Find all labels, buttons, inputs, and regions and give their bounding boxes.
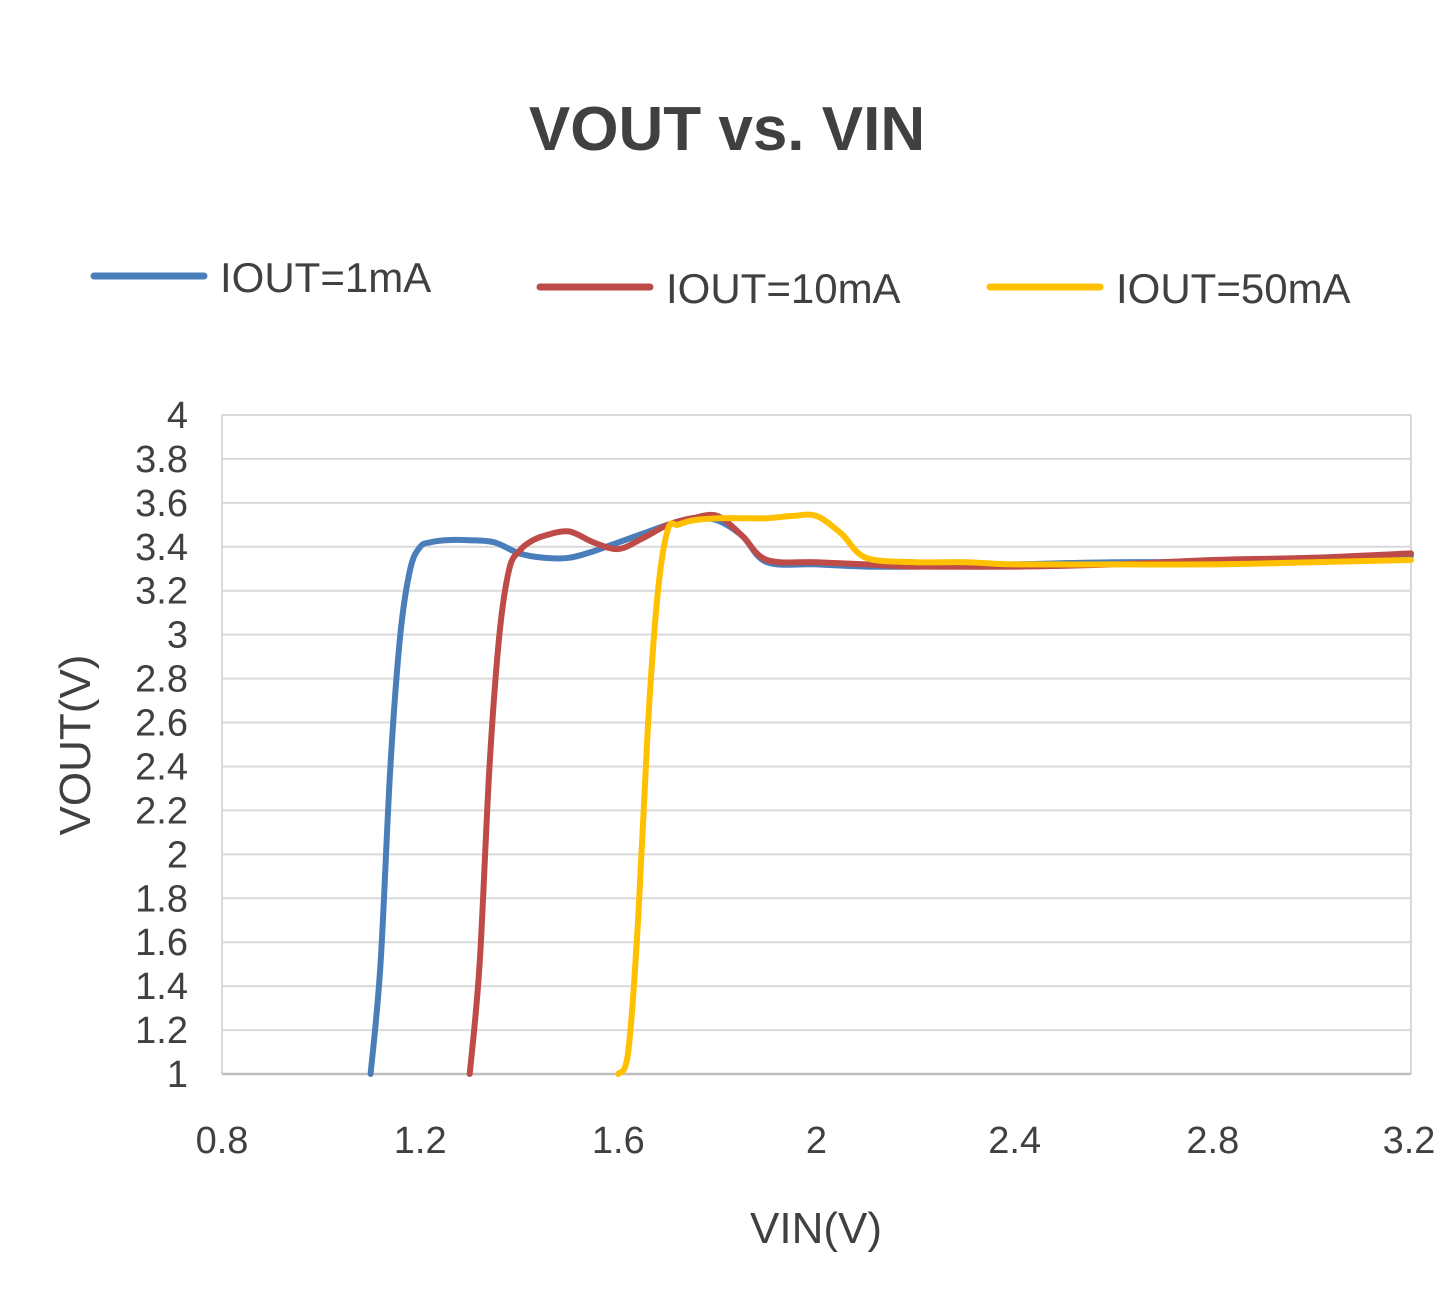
x-tick-label: 0.8 (196, 1120, 249, 1162)
y-tick-label: 2.4 (135, 746, 188, 788)
y-tick-label: 3 (167, 615, 188, 657)
y-tick-label: 1 (167, 1054, 188, 1096)
legend: IOUT=1mA IOUT=10mA IOUT=50mA (90, 254, 1351, 312)
legend-label-3: IOUT=50mA (1116, 265, 1351, 312)
gridlines (221, 414, 1412, 1076)
y-tick-label: 3.2 (135, 571, 188, 613)
x-tick-label: 2 (806, 1120, 827, 1162)
y-tick-label: 1.6 (135, 922, 188, 964)
series-line-3 (615, 511, 1414, 1077)
y-tick-label: 1.4 (135, 966, 188, 1008)
y-tick-label: 3.8 (135, 439, 188, 481)
legend-label-2: IOUT=10mA (666, 265, 901, 312)
y-axis-label: VOUT(V) (51, 655, 100, 836)
legend-label-1: IOUT=1mA (220, 254, 431, 301)
y-tick-label: 1.2 (135, 1010, 188, 1052)
y-axis-ticks: 11.21.41.61.822.22.42.62.833.23.43.63.84 (135, 395, 188, 1096)
x-tick-label: 2.4 (988, 1120, 1041, 1162)
y-tick-label: 4 (167, 395, 188, 437)
chart-title: VOUT vs. VIN (529, 95, 925, 164)
x-tick-label: 1.6 (592, 1120, 645, 1162)
x-axis-label: VIN(V) (750, 1204, 882, 1253)
y-tick-label: 2.2 (135, 790, 188, 832)
y-tick-label: 2.6 (135, 703, 188, 745)
y-tick-label: 2 (167, 834, 188, 876)
y-tick-label: 3.4 (135, 527, 188, 569)
x-tick-label: 1.2 (394, 1120, 447, 1162)
x-tick-label: 2.8 (1186, 1120, 1239, 1162)
x-axis-ticks: 0.8 1.2 1.6 2 2.4 2.8 3.2 (196, 1120, 1436, 1162)
x-tick-label: 3.2 (1383, 1120, 1436, 1162)
y-tick-label: 3.6 (135, 483, 188, 525)
y-tick-label: 2.8 (135, 659, 188, 701)
y-tick-label: 1.8 (135, 878, 188, 920)
series-line-2 (466, 511, 1414, 1077)
series-line-1 (367, 514, 1414, 1077)
series-lines (367, 511, 1414, 1077)
